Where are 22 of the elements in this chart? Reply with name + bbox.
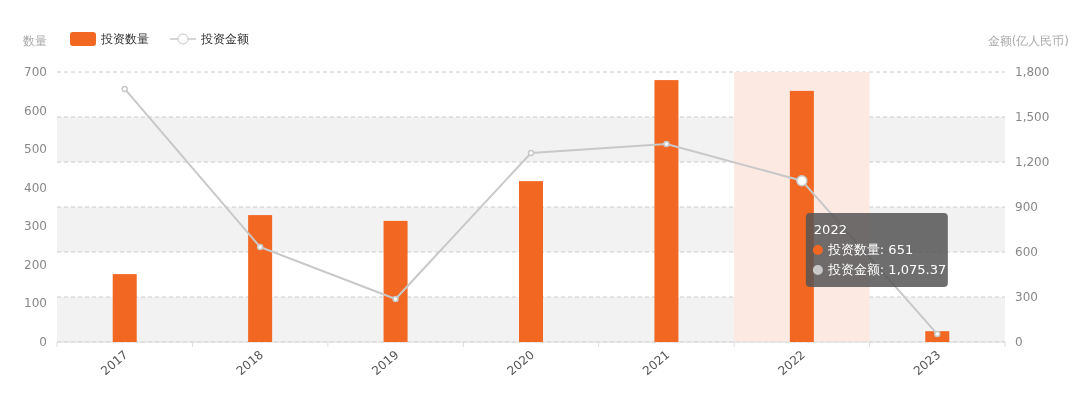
- y-tick-label: 400: [24, 180, 47, 195]
- y-tick-label: 500: [24, 142, 47, 157]
- y2-tick-label: 900: [1015, 200, 1038, 214]
- annotation: 投资金额: 1,075.37: [826, 262, 947, 277]
- annotation: 投资数量: 651: [826, 242, 914, 257]
- y2-axis-title: 金额(亿人民币): [987, 34, 1069, 48]
- y-tick-label: 700: [24, 65, 47, 79]
- y-tick-label: 0: [39, 335, 47, 349]
- y-tick-label: 100: [24, 296, 47, 311]
- y2-tick-label: 1,500: [1015, 110, 1050, 124]
- y2-tick-label: 1,200: [1015, 155, 1050, 169]
- y-tick-label: 300: [24, 219, 47, 234]
- y-tick-label: 600: [24, 103, 47, 118]
- y-tick-label: 200: [24, 257, 47, 272]
- y-axis-title: 数量: [23, 34, 47, 48]
- legend-label: 投资数量: [100, 32, 149, 46]
- y2-tick-label: 1,800: [1015, 65, 1050, 79]
- annotation: 2022: [813, 222, 847, 237]
- y2-tick-label: 600: [1015, 245, 1038, 259]
- legend-label: 投资金额: [200, 32, 249, 46]
- y2-tick-label: 0: [1015, 335, 1023, 349]
- y2-tick-label: 300: [1015, 290, 1038, 304]
